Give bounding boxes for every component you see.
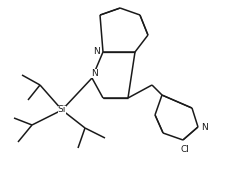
Text: Si: Si [58, 106, 66, 115]
Text: Cl: Cl [180, 146, 189, 155]
Text: N: N [93, 47, 99, 56]
Text: N: N [91, 69, 97, 78]
Text: N: N [202, 123, 208, 132]
